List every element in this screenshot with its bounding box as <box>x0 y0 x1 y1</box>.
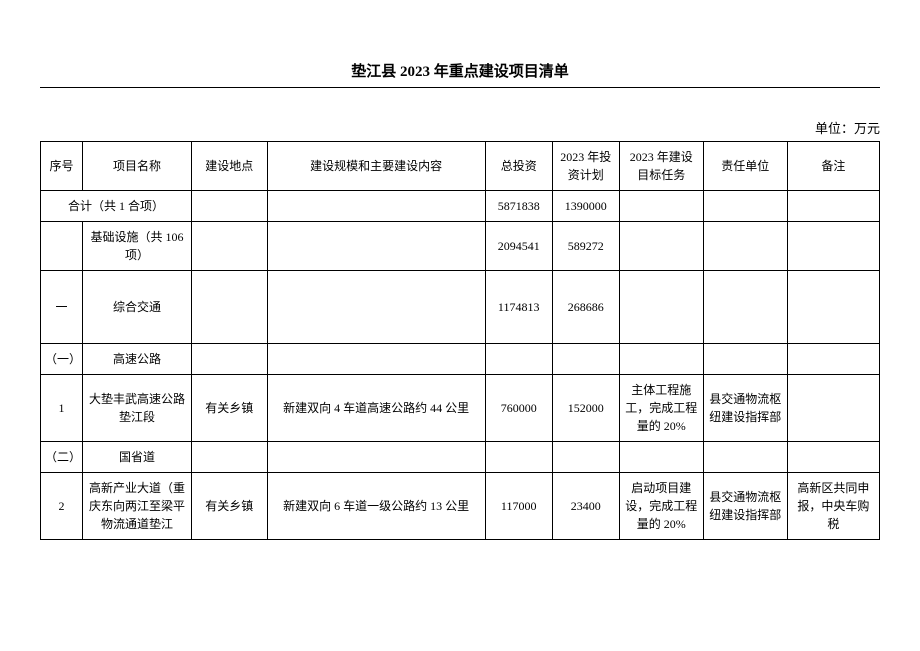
cell-total: 117000 <box>485 473 552 540</box>
cell-task: 主体工程施工，完成工程量的 20% <box>619 375 703 442</box>
cell-total: 5871838 <box>485 191 552 222</box>
cell-scale <box>267 191 485 222</box>
cell-total: 1174813 <box>485 271 552 344</box>
cell-scale <box>267 344 485 375</box>
cell-resp <box>703 442 787 473</box>
cell-loc <box>192 222 268 271</box>
table-row: （二） 国省道 <box>41 442 880 473</box>
header-seq: 序号 <box>41 142 83 191</box>
document-title: 垫江县 2023 年重点建设项目清单 <box>40 60 880 81</box>
cell-total <box>485 442 552 473</box>
cell-resp: 县交通物流枢纽建设指挥部 <box>703 375 787 442</box>
table-row: 合计（共 1 合项） 5871838 1390000 <box>41 191 880 222</box>
cell-seq: 1 <box>41 375 83 442</box>
cell-resp: 县交通物流枢纽建设指挥部 <box>703 473 787 540</box>
cell-seq: （一） <box>41 344 83 375</box>
table-header-row: 序号 项目名称 建设地点 建设规模和主要建设内容 总投资 2023 年投资计划 … <box>41 142 880 191</box>
cell-seq: 2 <box>41 473 83 540</box>
cell-note <box>787 375 879 442</box>
header-total: 总投资 <box>485 142 552 191</box>
cell-name: 国省道 <box>82 442 191 473</box>
table-row: 一 综合交通 1174813 268686 <box>41 271 880 344</box>
cell-note <box>787 222 879 271</box>
header-name: 项目名称 <box>82 142 191 191</box>
header-resp: 责任单位 <box>703 142 787 191</box>
cell-plan: 152000 <box>552 375 619 442</box>
cell-total: 2094541 <box>485 222 552 271</box>
header-scale: 建设规模和主要建设内容 <box>267 142 485 191</box>
cell-resp <box>703 191 787 222</box>
cell-seq: （二） <box>41 442 83 473</box>
cell-plan <box>552 344 619 375</box>
cell-resp <box>703 344 787 375</box>
table-row: 基础设施（共 106 项） 2094541 589272 <box>41 222 880 271</box>
cell-task <box>619 191 703 222</box>
project-table: 序号 项目名称 建设地点 建设规模和主要建设内容 总投资 2023 年投资计划 … <box>40 141 880 540</box>
cell-loc <box>192 344 268 375</box>
unit-label: 单位：万元 <box>40 118 880 137</box>
cell-task <box>619 222 703 271</box>
cell-plan <box>552 442 619 473</box>
table-row: 1 大垫丰武高速公路垫江段 有关乡镇 新建双向 4 车道高速公路约 44 公里 … <box>41 375 880 442</box>
title-underline <box>40 87 880 88</box>
cell-loc: 有关乡镇 <box>192 473 268 540</box>
table-row: 2 高新产业大道（重庆东向两江至梁平物流通道垫江 有关乡镇 新建双向 6 车道一… <box>41 473 880 540</box>
header-loc: 建设地点 <box>192 142 268 191</box>
cell-loc: 有关乡镇 <box>192 375 268 442</box>
cell-seq: 一 <box>41 271 83 344</box>
cell-plan: 23400 <box>552 473 619 540</box>
cell-loc <box>192 191 268 222</box>
header-plan: 2023 年投资计划 <box>552 142 619 191</box>
cell-seq <box>41 222 83 271</box>
header-note: 备注 <box>787 142 879 191</box>
cell-note <box>787 442 879 473</box>
cell-name: 综合交通 <box>82 271 191 344</box>
cell-plan: 1390000 <box>552 191 619 222</box>
cell-scale <box>267 271 485 344</box>
cell-note <box>787 271 879 344</box>
cell-task: 启动项目建设，完成工程量的 20% <box>619 473 703 540</box>
cell-resp <box>703 271 787 344</box>
cell-name: 基础设施（共 106 项） <box>82 222 191 271</box>
cell-name: 高新产业大道（重庆东向两江至梁平物流通道垫江 <box>82 473 191 540</box>
cell-plan: 268686 <box>552 271 619 344</box>
cell-resp <box>703 222 787 271</box>
cell-scale <box>267 442 485 473</box>
cell-name: 大垫丰武高速公路垫江段 <box>82 375 191 442</box>
cell-note <box>787 191 879 222</box>
cell-note <box>787 344 879 375</box>
cell-scale: 新建双向 4 车道高速公路约 44 公里 <box>267 375 485 442</box>
cell-task <box>619 271 703 344</box>
cell-task <box>619 344 703 375</box>
header-task: 2023 年建设目标任务 <box>619 142 703 191</box>
cell-total: 760000 <box>485 375 552 442</box>
cell-name: 高速公路 <box>82 344 191 375</box>
cell-total <box>485 344 552 375</box>
cell-task <box>619 442 703 473</box>
cell-plan: 589272 <box>552 222 619 271</box>
cell-seq-merged: 合计（共 1 合项） <box>41 191 192 222</box>
cell-loc <box>192 271 268 344</box>
cell-loc <box>192 442 268 473</box>
cell-scale: 新建双向 6 车道一级公路约 13 公里 <box>267 473 485 540</box>
cell-note: 高新区共同申报，中央车购税 <box>787 473 879 540</box>
table-row: （一） 高速公路 <box>41 344 880 375</box>
cell-scale <box>267 222 485 271</box>
